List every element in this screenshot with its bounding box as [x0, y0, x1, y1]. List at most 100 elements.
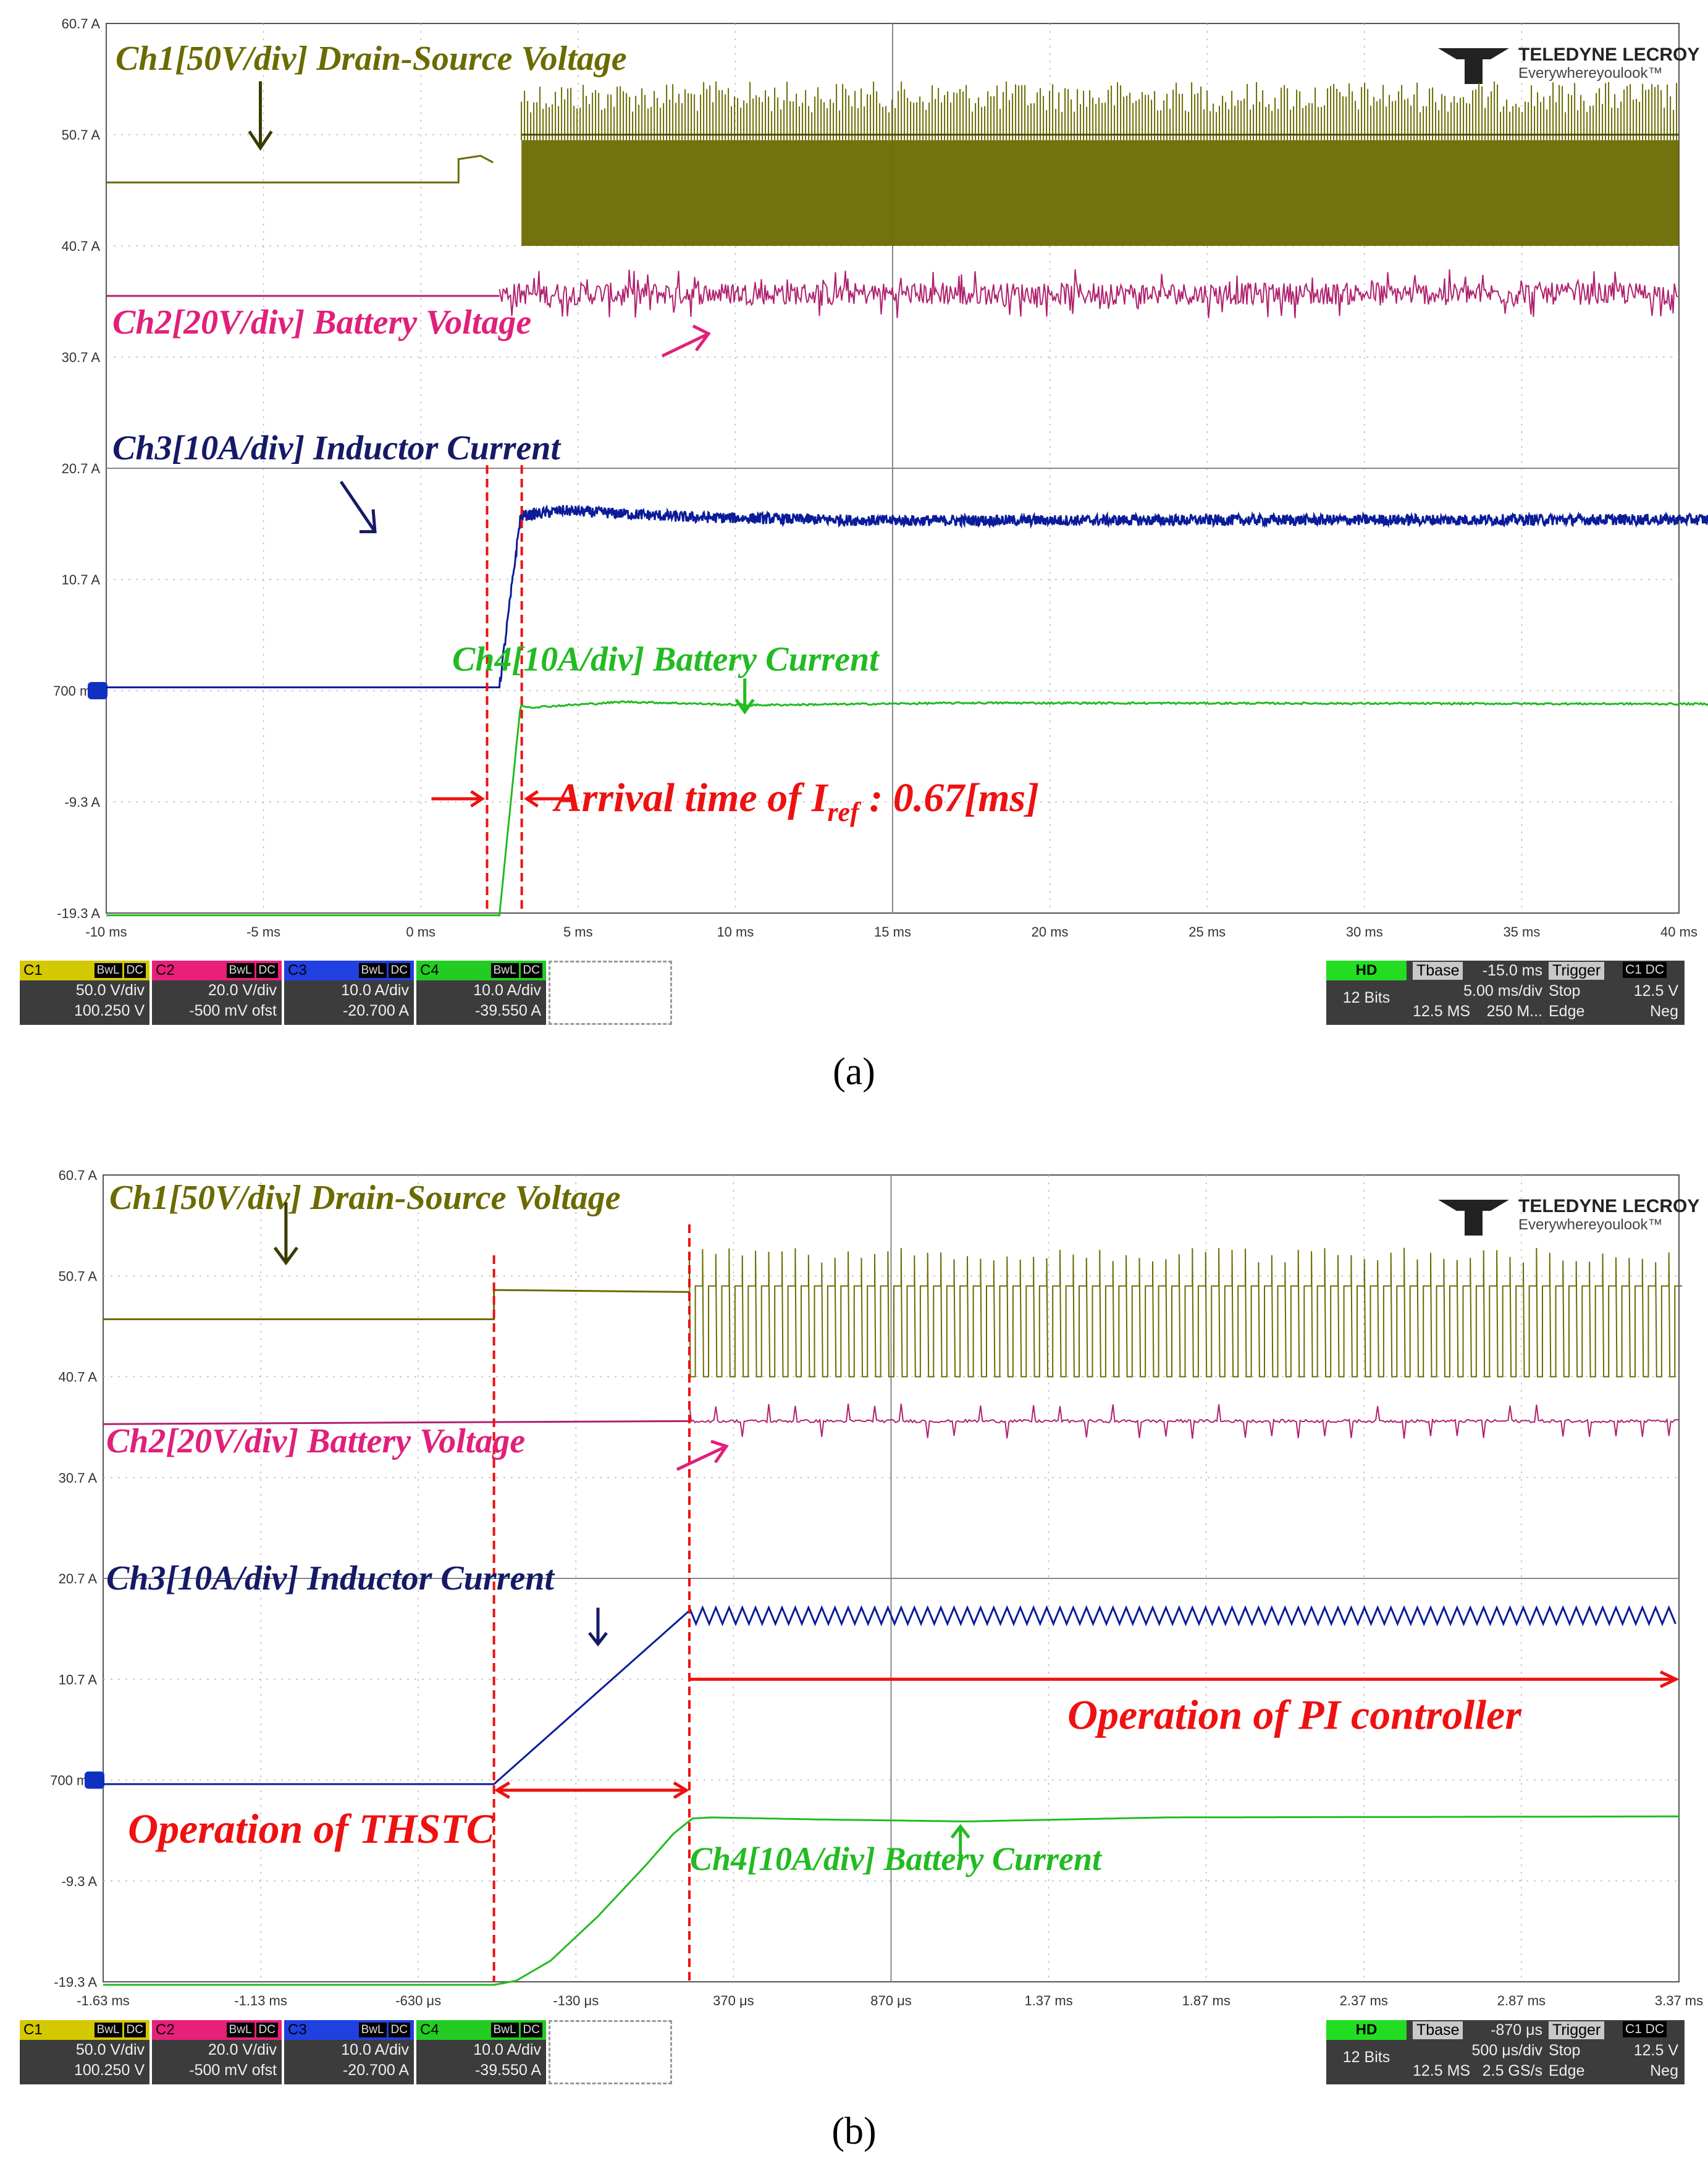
channel-id: C3: [288, 2021, 307, 2038]
ch3-label: Ch3[10A/div] Inductor Current: [112, 429, 561, 468]
thstc-double-arrow: [494, 1781, 689, 1799]
ch3-pointer-arrow: [339, 481, 377, 534]
channel-tag: DC: [388, 963, 410, 978]
channel-box-c2[interactable]: C2 BwL DC 20.0 V/div -500 mV ofst: [152, 2020, 282, 2084]
brand-logo-icon: [1438, 48, 1509, 84]
x-tick-label: 370 μs: [713, 1993, 754, 2008]
channel-tag: DC: [520, 2023, 542, 2037]
channel-tag: DC: [256, 2023, 278, 2037]
channel-box-c1[interactable]: C1 BwL DC 50.0 V/div 100.250 V: [20, 2020, 149, 2084]
x-tick-label: 1.87 ms: [1182, 1993, 1231, 2008]
empty-channel-slot[interactable]: [549, 961, 672, 1025]
ch4-label: Ch4[10A/div] Battery Current: [452, 641, 880, 679]
channel-offset: -20.700 A: [342, 2062, 409, 2079]
channel-tag: DC: [520, 963, 542, 978]
channel-tag: DC: [256, 963, 278, 978]
channel-tags: BwL DC: [490, 963, 542, 978]
y-tick-label: 20.7 A: [62, 461, 101, 476]
caption-a: (a): [833, 1051, 875, 1093]
channel-id: C2: [156, 2021, 175, 2038]
y-tick-label: 50.7 A: [59, 1268, 98, 1284]
channel-header: C2 BwL DC: [152, 2020, 282, 2040]
channel-tags: BwL DC: [490, 2023, 542, 2037]
channel-header: C4 BwL DC: [416, 961, 546, 980]
ch2-label: Ch2[20V/div] Battery Voltage: [106, 1422, 525, 1460]
channel-tags: BwL DC: [358, 2023, 410, 2037]
trigger-type: Edge: [1549, 1003, 1585, 1020]
y-tick-label: 60.7 A: [62, 16, 101, 32]
channel-offset: -39.550 A: [474, 2062, 541, 2079]
channel-id: C2: [156, 962, 175, 979]
channel-tag: BwL: [94, 2023, 122, 2037]
y-tick-label: 20.7 A: [59, 1571, 98, 1586]
tbase-label: Tbase: [1413, 2021, 1463, 2039]
channel-box-c2[interactable]: C2 BwL DC 20.0 V/div -500 mV ofst: [152, 961, 282, 1025]
channel-tag: BwL: [490, 963, 519, 978]
x-tick-label: 3.37 ms: [1655, 1993, 1703, 2008]
y-tick-label: 30.7 A: [62, 350, 101, 365]
x-tick-label: 5 ms: [563, 924, 593, 940]
x-tick-label: 20 ms: [1032, 924, 1069, 940]
acquisition-box[interactable]: HD 12 Bits Tbase -15.0 ms 5.00 ms/div 12.5 MS…: [1326, 961, 1685, 1025]
channel-ground-marker: [88, 682, 107, 699]
acquisition-box[interactable]: HD 12 Bits Tbase -870 μs 500 μs/div 12.5 MS 2.…: [1326, 2020, 1685, 2084]
x-tick-label: -630 μs: [395, 1993, 441, 2008]
channel-scale: 10.0 A/div: [341, 2041, 409, 2058]
y-tick-label: -19.3 A: [54, 1974, 97, 1990]
ch4-trace: [106, 700, 1708, 917]
brand-tagline: Everywhereyoulook™: [1518, 65, 1662, 82]
channel-id: C1: [23, 2021, 43, 2038]
arrival-time-label: Arrival time of Iref : 0.67[ms]: [552, 775, 1040, 827]
ch1-pulse-train: [689, 1247, 1683, 1378]
y-tick-label: -9.3 A: [62, 1874, 98, 1889]
oscilloscope-screen-a: 60.7 A50.7 A40.7 A30.7 A20.7 A10.7 A700 …: [53, 16, 1708, 940]
trigger-level: 12.5 V: [1633, 2042, 1678, 2059]
pi-controller-label: Operation of PI controller: [1067, 1691, 1521, 1738]
trigger-slope: Neg: [1650, 1003, 1678, 1020]
ch2-pointer-arrow: [661, 324, 711, 358]
channel-box-c4[interactable]: C4 BwL DC 10.0 A/div -39.550 A: [416, 961, 546, 1025]
ch4-pointer-arrow: [950, 1824, 970, 1860]
channel-box-c3[interactable]: C3 BwL DC 10.0 A/div -20.700 A: [284, 961, 414, 1025]
channel-offset: -20.700 A: [342, 1002, 409, 1019]
caption-b: (b): [831, 2110, 877, 2152]
x-tick-label: 40 ms: [1660, 924, 1697, 940]
x-tick-label: 0 ms: [406, 924, 435, 940]
channel-box-c3[interactable]: C3 BwL DC 10.0 A/div -20.700 A: [284, 2020, 414, 2084]
channel-scale: 10.0 A/div: [473, 982, 541, 999]
channel-scale: 20.0 V/div: [208, 2041, 277, 2058]
ch2-label: Ch2[20V/div] Battery Voltage: [112, 303, 531, 342]
channel-tag: DC: [388, 2023, 410, 2037]
y-tick-label: 10.7 A: [59, 1672, 98, 1687]
channel-box-c4[interactable]: C4 BwL DC 10.0 A/div -39.550 A: [416, 2020, 546, 2084]
channel-scale: 10.0 A/div: [473, 2041, 541, 2058]
brand-tagline: Everywhereyoulook™: [1518, 1216, 1662, 1233]
x-tick-label: 15 ms: [874, 924, 911, 940]
time-per-div: 500 μs/div: [1471, 2042, 1542, 2059]
ch4-trace: [103, 1815, 1679, 1986]
sample-rate: 250 M...: [1486, 1003, 1542, 1020]
x-tick-label: -10 ms: [85, 924, 127, 940]
channel-header: C1 BwL DC: [20, 961, 149, 980]
arrival-arrow-right: [431, 790, 486, 808]
tbase-value: -15.0 ms: [1482, 962, 1542, 979]
channel-header: C3 BwL DC: [284, 2020, 414, 2040]
x-tick-label: 2.37 ms: [1340, 1993, 1388, 2008]
channel-offset: -39.550 A: [474, 1002, 541, 1019]
channel-tags: BwL DC: [358, 963, 410, 978]
trigger-level: 12.5 V: [1633, 982, 1678, 1000]
ch3-trace-ramp: [103, 1610, 690, 1785]
trigger-tags: C1 DC: [1623, 962, 1667, 978]
channel-tag: DC: [124, 963, 146, 978]
channel-tag: BwL: [490, 2023, 519, 2037]
empty-channel-slot[interactable]: [549, 2020, 672, 2084]
hd-badge: HD: [1326, 2020, 1407, 2040]
ch1-trace-pre: [106, 154, 494, 183]
trigger-label: Trigger: [1549, 2021, 1605, 2039]
channel-tag: BwL: [94, 963, 122, 978]
channel-id: C1: [23, 962, 43, 979]
channel-tags: BwL DC: [226, 2023, 278, 2037]
channel-box-c1[interactable]: C1 BwL DC 50.0 V/div 100.250 V: [20, 961, 149, 1025]
x-tick-label: 25 ms: [1188, 924, 1226, 940]
y-tick-label: 50.7 A: [62, 127, 101, 143]
